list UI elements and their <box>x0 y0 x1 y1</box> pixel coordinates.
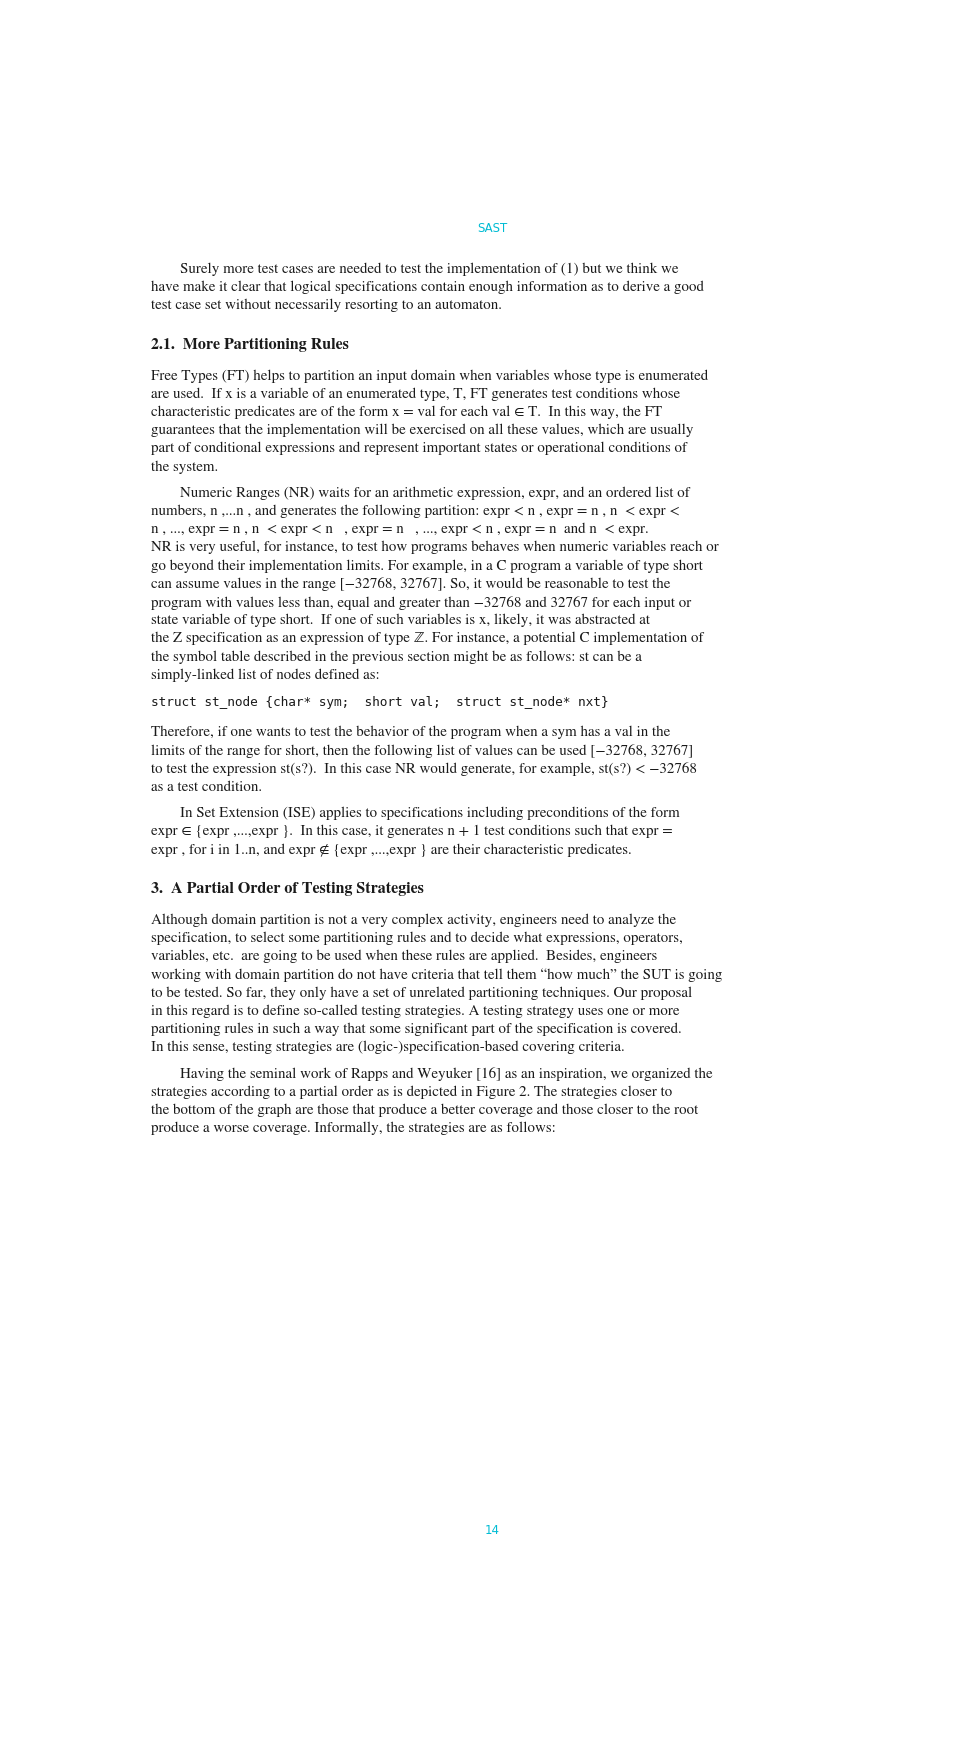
Text: the symbol table described in the previous section might be as follows: st can b: the symbol table described in the previo… <box>152 650 642 664</box>
Text: n₂, ..., expr = nᵢ, nᵢ < expr < nᵢ₊₁, expr = nᵢ₊₁, ..., expr < nₖ, expr = nₖ and: n₂, ..., expr = nᵢ, nᵢ < expr < nᵢ₊₁, ex… <box>152 523 649 536</box>
Text: 14: 14 <box>485 1523 499 1537</box>
Text: the Z specification as an expression of type ℤ. For instance, a potential C impl: the Z specification as an expression of … <box>152 631 704 645</box>
Text: Surely more test cases are needed to test the implementation of (1) but we think: Surely more test cases are needed to tes… <box>180 263 678 277</box>
Text: partitioning rules in such a way that some significant part of the specification: partitioning rules in such a way that so… <box>152 1023 682 1036</box>
Text: to be tested. So far, they only have a set of unrelated partitioning techniques.: to be tested. So far, they only have a s… <box>152 986 692 1000</box>
Text: have make it clear that logical specifications contain enough information as to : have make it clear that logical specific… <box>152 280 704 294</box>
Text: Therefore, if one wants to test the behavior of the program when a sym has a val: Therefore, if one wants to test the beha… <box>152 725 670 739</box>
Text: Free Types (FT) helps to partition an input domain when variables whose type is : Free Types (FT) helps to partition an in… <box>152 369 708 383</box>
Text: go beyond their implementation limits. For example, in a C program a variable of: go beyond their implementation limits. F… <box>152 560 703 572</box>
Text: to test the expression st(s?).  In this case NR would generate, for example, st(: to test the expression st(s?). In this c… <box>152 762 697 776</box>
Text: characteristic predicates are of the form x = val for each val ∈ T.  In this way: characteristic predicates are of the for… <box>152 405 662 419</box>
Text: Numeric Ranges (NR) waits for an arithmetic expression, expr, and an ordered lis: Numeric Ranges (NR) waits for an arithme… <box>180 487 689 499</box>
Text: SAST: SAST <box>477 223 507 235</box>
Text: struct st_node {char* sym;  short val;  struct st_node* nxt}: struct st_node {char* sym; short val; st… <box>152 696 609 710</box>
Text: 2.1.  More Partitioning Rules: 2.1. More Partitioning Rules <box>152 337 349 351</box>
Text: the bottom of the graph are those that produce a better coverage and those close: the bottom of the graph are those that p… <box>152 1104 699 1116</box>
Text: expr ∈ {expr₁,...,exprₙ}.  In this case, it generates n + 1 test conditions such: expr ∈ {expr₁,...,exprₙ}. In this case, … <box>152 824 673 838</box>
Text: limits of the range for short, then the following list of values can be used [−3: limits of the range for short, then the … <box>152 744 693 758</box>
Text: produce a worse coverage. Informally, the strategies are as follows:: produce a worse coverage. Informally, th… <box>152 1122 556 1136</box>
Text: can assume values in the range [−32768, 32767]. So, it would be reasonable to te: can assume values in the range [−32768, … <box>152 577 671 591</box>
Text: Although domain partition is not a very complex activity, engineers need to anal: Although domain partition is not a very … <box>152 913 677 927</box>
Text: part of conditional expressions and represent important states or operational co: part of conditional expressions and repr… <box>152 442 687 456</box>
Text: in this regard is to define so-called testing strategies. A testing strategy use: in this regard is to define so-called te… <box>152 1005 680 1017</box>
Text: 3.  A Partial Order of Testing Strategies: 3. A Partial Order of Testing Strategies <box>152 882 424 896</box>
Text: the system.: the system. <box>152 461 218 473</box>
Text: In Set Extension (ISE) applies to specifications including preconditions of the : In Set Extension (ISE) applies to specif… <box>180 807 680 821</box>
Text: numbers, n₁,...nₖ, and generates the following partition: expr < n₁, expr = n₁, : numbers, n₁,...nₖ, and generates the fol… <box>152 504 680 518</box>
Text: simply-linked list of nodes defined as:: simply-linked list of nodes defined as: <box>152 668 380 682</box>
Text: as a test condition.: as a test condition. <box>152 781 262 795</box>
Text: state variable of type short.  If one of such variables is x, likely, it was abs: state variable of type short. If one of … <box>152 614 650 628</box>
Text: test case set without necessarily resorting to an automaton.: test case set without necessarily resort… <box>152 299 502 311</box>
Text: variables, etc.  are going to be used when these rules are applied.  Besides, en: variables, etc. are going to be used whe… <box>152 949 658 963</box>
Text: specification, to select some partitioning rules and to decide what expressions,: specification, to select some partitioni… <box>152 932 684 946</box>
Text: exprᵢ, for i in 1..n, and expr ∉ {expr₁,...,exprₙ} are their characteristic pred: exprᵢ, for i in 1..n, and expr ∉ {expr₁,… <box>152 843 632 857</box>
Text: are used.  If x is a variable of an enumerated type, T, FT generates test condit: are used. If x is a variable of an enume… <box>152 388 681 400</box>
Text: strategies according to a partial order as is depicted in Figure 2. The strategi: strategies according to a partial order … <box>152 1085 673 1099</box>
Text: Having the seminal work of Rapps and Weyuker [16] as an inspiration, we organize: Having the seminal work of Rapps and Wey… <box>180 1068 712 1082</box>
Text: In this sense, testing strategies are (logic-)specification-based covering crite: In this sense, testing strategies are (l… <box>152 1042 625 1054</box>
Text: working with domain partition do not have criteria that tell them “how much” the: working with domain partition do not hav… <box>152 969 723 983</box>
Text: NR is very useful, for instance, to test how programs behaves when numeric varia: NR is very useful, for instance, to test… <box>152 541 719 555</box>
Text: program with values less than, equal and greater than −32768 and 32767 for each : program with values less than, equal and… <box>152 596 691 610</box>
Text: guarantees that the implementation will be exercised on all these values, which : guarantees that the implementation will … <box>152 424 694 436</box>
